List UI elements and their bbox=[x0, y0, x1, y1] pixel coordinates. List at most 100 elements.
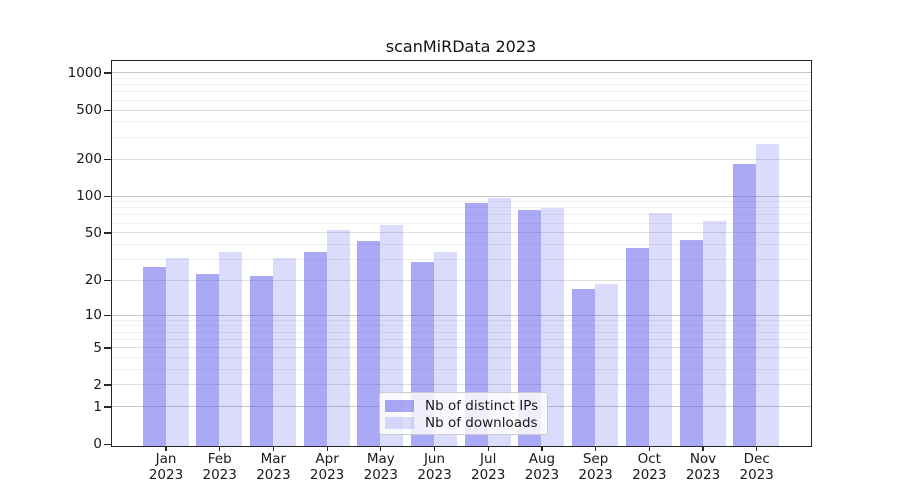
bar-distinct-ips-mar bbox=[249, 276, 273, 446]
x-tick-mark-jun bbox=[433, 446, 436, 451]
bar-distinct-ips-dec bbox=[733, 164, 757, 446]
x-tick-label-jul: Jul 2023 bbox=[471, 451, 506, 483]
gridline-5 bbox=[111, 347, 811, 349]
bar-distinct-ips-feb bbox=[196, 273, 220, 446]
gridline-minor-60 bbox=[111, 222, 811, 224]
y-tick-mark-2 bbox=[104, 384, 111, 386]
x-tick-mark-dec bbox=[756, 446, 758, 451]
legend-label-downloads: Nb of downloads bbox=[425, 415, 538, 431]
bar-downloads-jan bbox=[165, 258, 189, 446]
y-tick-mark-1 bbox=[104, 406, 111, 408]
gridline-minor-900 bbox=[111, 78, 811, 79]
x-tick-label-apr: Apr 2023 bbox=[309, 451, 345, 483]
y-tick-label-2: 2 bbox=[93, 376, 102, 393]
gridline-50 bbox=[111, 232, 811, 234]
y-tick-label-0: 0 bbox=[93, 436, 102, 452]
x-tick-label-aug: Aug 2023 bbox=[524, 451, 560, 483]
y-tick-mark-50 bbox=[104, 232, 111, 234]
gridline-minor-30 bbox=[111, 259, 811, 261]
x-tick-mark-mar bbox=[272, 446, 275, 451]
bar-downloads-apr bbox=[326, 230, 350, 446]
legend-swatch-downloads bbox=[385, 417, 414, 429]
plot-frame bbox=[110, 59, 812, 447]
bar-downloads-feb bbox=[219, 252, 243, 446]
gridline-2 bbox=[111, 384, 811, 386]
gridline-minor-400 bbox=[111, 121, 811, 123]
gridline-minor-9 bbox=[111, 319, 811, 321]
y-tick-mark-100 bbox=[104, 195, 111, 197]
x-tick-label-dec: Dec 2023 bbox=[739, 451, 774, 483]
gridline-minor-700 bbox=[111, 91, 811, 93]
bar-distinct-ips-oct bbox=[625, 247, 649, 446]
gridline-200 bbox=[111, 158, 811, 160]
y-tick-mark-10 bbox=[104, 314, 111, 316]
y-tick-label-200: 200 bbox=[76, 151, 102, 168]
x-tick-mark-oct bbox=[648, 446, 650, 451]
gridline-minor-7 bbox=[111, 331, 811, 333]
bar-downloads-nov bbox=[702, 221, 726, 446]
x-tick-label-oct: Oct 2023 bbox=[632, 451, 667, 483]
bar-downloads-dec bbox=[756, 143, 780, 446]
x-tick-label-jan: Jan 2023 bbox=[148, 451, 184, 483]
y-tick-mark-20 bbox=[104, 279, 111, 282]
bar-distinct-ips-apr bbox=[303, 252, 327, 446]
gridline-10 bbox=[111, 314, 811, 316]
x-tick-mark-jan bbox=[165, 446, 167, 451]
legend-label-distinct-ips: Nb of distinct IPs bbox=[425, 398, 539, 414]
bar-distinct-ips-nov bbox=[679, 240, 703, 446]
x-tick-mark-feb bbox=[219, 446, 221, 451]
y-tick-label-5: 5 bbox=[93, 339, 102, 356]
x-tick-label-feb: Feb 2023 bbox=[202, 451, 237, 483]
gridline-minor-600 bbox=[111, 99, 811, 101]
y-tick-mark-0 bbox=[104, 443, 111, 445]
gridline-minor-300 bbox=[111, 136, 811, 138]
bar-distinct-ips-sep bbox=[572, 289, 596, 446]
x-tick-label-may: May 2023 bbox=[363, 451, 398, 483]
y-tick-label-20: 20 bbox=[84, 272, 102, 289]
gridline-100 bbox=[111, 195, 811, 197]
plot-area bbox=[111, 61, 811, 446]
gridline-minor-80 bbox=[111, 207, 811, 209]
x-tick-mark-jul bbox=[487, 446, 489, 451]
legend-swatch-distinct-ips bbox=[385, 400, 414, 412]
x-tick-mark-nov bbox=[702, 446, 704, 451]
y-tick-label-1000: 1000 bbox=[67, 64, 102, 81]
x-tick-label-jun: Jun 2023 bbox=[417, 451, 452, 483]
y-tick-label-100: 100 bbox=[76, 188, 102, 205]
bar-distinct-ips-aug bbox=[518, 210, 542, 446]
gridline-minor-4 bbox=[111, 357, 811, 359]
y-tick-mark-200 bbox=[104, 158, 111, 160]
x-tick-mark-apr bbox=[326, 446, 328, 451]
y-tick-label-500: 500 bbox=[76, 102, 102, 119]
gridline-minor-800 bbox=[111, 84, 811, 86]
bar-downloads-mar bbox=[272, 258, 296, 446]
x-tick-label-mar: Mar 2023 bbox=[256, 451, 291, 483]
gridline-minor-3 bbox=[111, 369, 811, 371]
gridline-minor-70 bbox=[111, 214, 811, 216]
y-tick-mark-500 bbox=[104, 109, 111, 111]
gridline-1000 bbox=[111, 72, 811, 74]
x-tick-mark-aug bbox=[541, 446, 543, 451]
legend-item-downloads: Nb of downloads bbox=[385, 415, 547, 431]
bar-downloads-jul bbox=[487, 198, 511, 446]
chart-title: scanMiRData 2023 bbox=[385, 37, 537, 56]
x-tick-label-nov: Nov 2023 bbox=[685, 451, 721, 483]
y-tick-mark-5 bbox=[104, 347, 111, 349]
bar-downloads-oct bbox=[648, 213, 672, 446]
gridline-500 bbox=[111, 109, 811, 111]
gridline-minor-40 bbox=[111, 243, 811, 245]
x-tick-mark-sep bbox=[595, 446, 597, 451]
legend: Nb of distinct IPs Nb of downloads bbox=[379, 392, 548, 435]
gridline-minor-8 bbox=[111, 325, 811, 327]
bar-downloads-may bbox=[380, 225, 404, 446]
bar-downloads-sep bbox=[595, 283, 619, 446]
gridline-minor-90 bbox=[111, 201, 811, 203]
bar-distinct-ips-may bbox=[357, 241, 381, 446]
bar-downloads-aug bbox=[541, 207, 565, 446]
legend-item-distinct-ips: Nb of distinct IPs bbox=[385, 398, 547, 414]
y-tick-label-10: 10 bbox=[84, 307, 102, 324]
y-tick-label-50: 50 bbox=[84, 224, 102, 241]
x-tick-mark-may bbox=[380, 446, 382, 451]
bar-distinct-ips-jan bbox=[142, 267, 166, 446]
